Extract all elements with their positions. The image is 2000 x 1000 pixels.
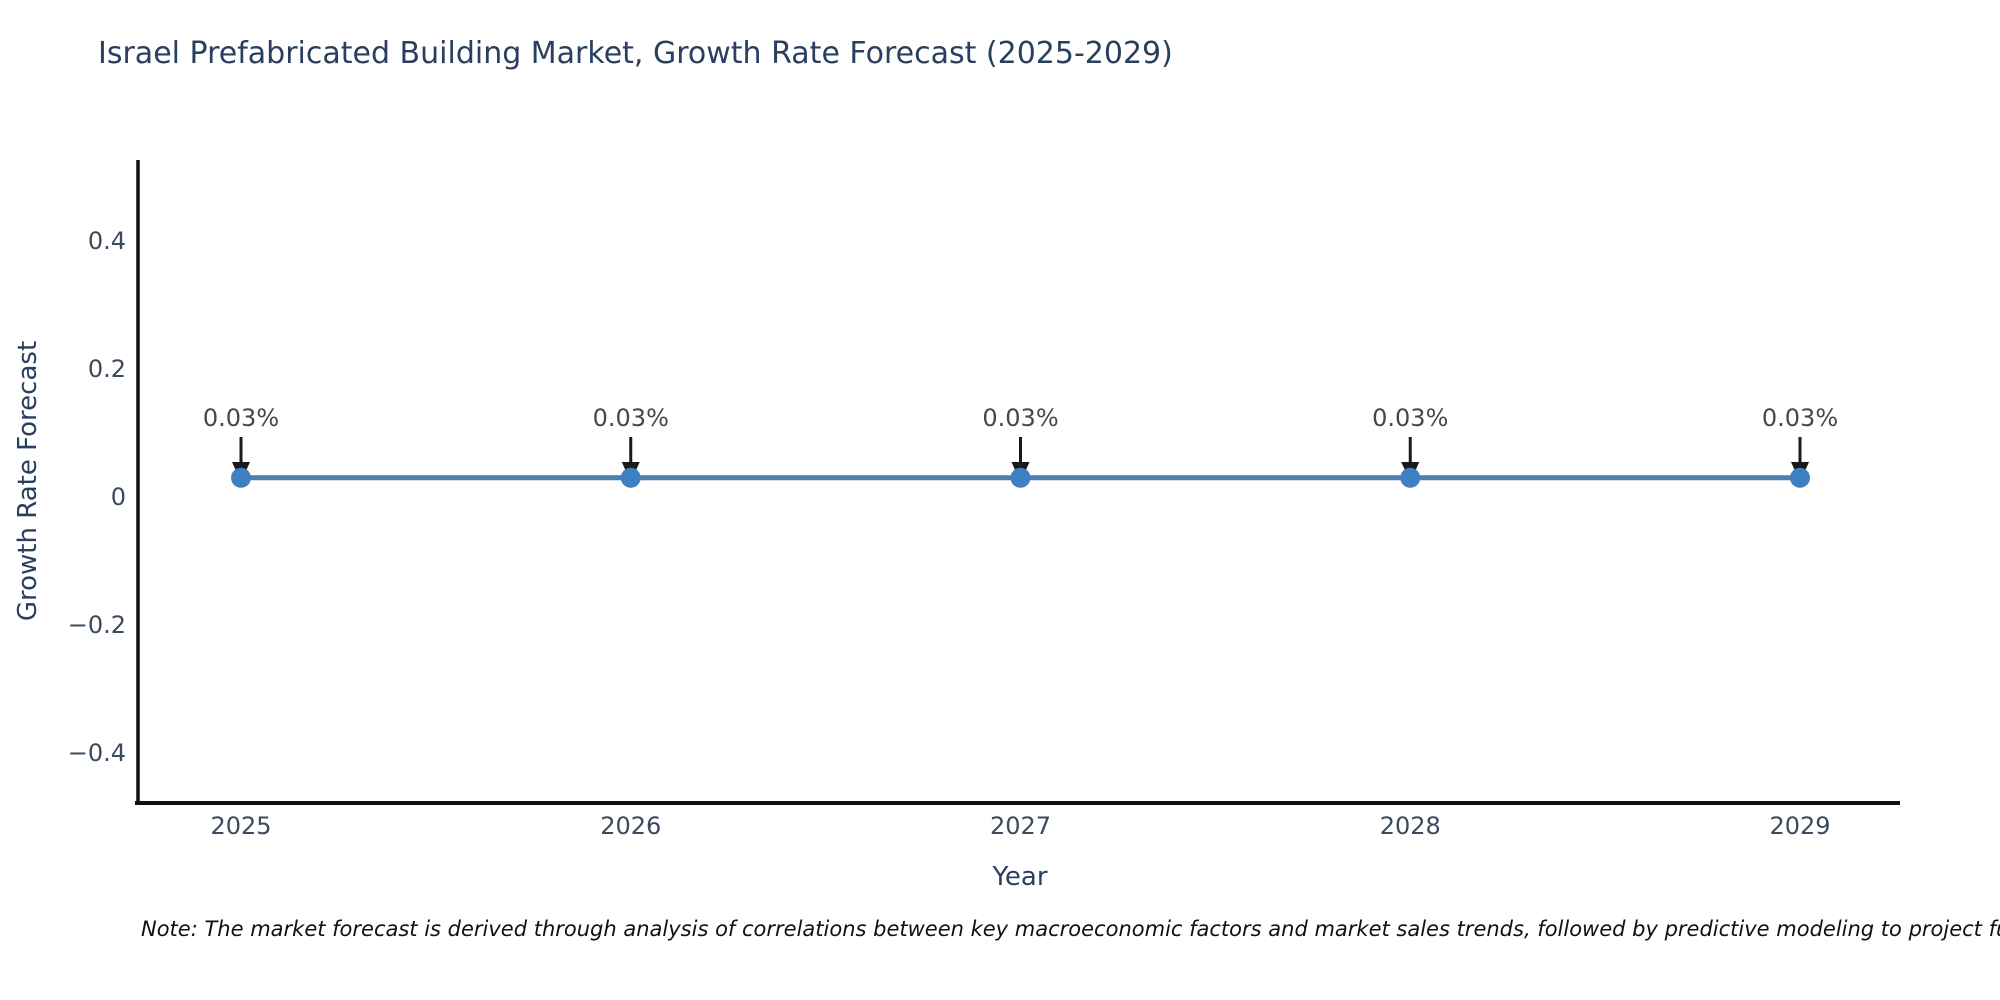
x-tick-label: 2025	[210, 812, 272, 840]
x-tick-label: 2027	[989, 812, 1052, 840]
point-annotation: 0.03%	[982, 404, 1059, 432]
y-tick-label: 0.4	[87, 227, 126, 255]
x-tick-label: 2026	[600, 812, 662, 840]
data-point-marker	[1790, 467, 1810, 488]
y-tick-label: −0.4	[67, 739, 126, 767]
x-axis-title: Year	[992, 862, 1048, 892]
footnote: Note: The market forecast is derived thr…	[141, 917, 2000, 941]
point-annotation: 0.03%	[1372, 404, 1449, 432]
point-annotation: 0.03%	[592, 404, 669, 432]
y-tick-label: 0	[110, 483, 126, 511]
point-annotation: 0.03%	[202, 404, 280, 432]
data-point-marker	[1010, 467, 1031, 488]
x-tick-label: 2028	[1379, 812, 1441, 840]
y-tick-label: −0.2	[67, 611, 126, 639]
data-point-marker	[231, 467, 251, 488]
data-point-marker	[1400, 467, 1421, 488]
data-point-marker	[620, 467, 641, 488]
y-tick-label: 0.2	[87, 355, 126, 383]
point-annotation: 0.03%	[1761, 404, 1839, 432]
chart-title: Israel Prefabricated Building Market, Gr…	[98, 36, 1173, 71]
x-tick-label: 2029	[1769, 812, 1831, 840]
